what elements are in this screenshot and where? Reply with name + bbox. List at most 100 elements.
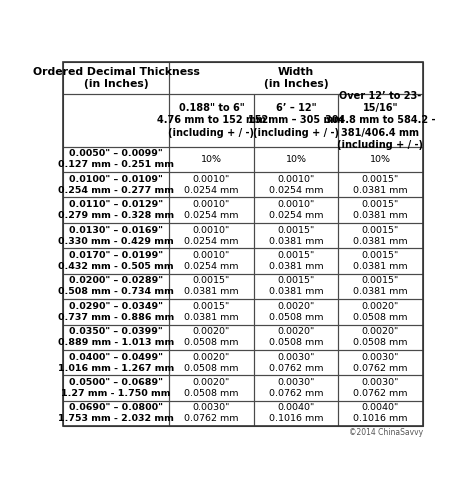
Bar xyxy=(169,273,254,299)
Text: 0.0020"
0.0508 mm: 0.0020" 0.0508 mm xyxy=(184,378,239,398)
Text: 0.0015"
0.0381 mm: 0.0015" 0.0381 mm xyxy=(353,251,408,271)
Bar xyxy=(254,401,338,426)
Bar xyxy=(169,94,254,147)
Bar xyxy=(63,172,169,197)
Bar xyxy=(169,350,254,375)
Bar xyxy=(338,147,423,172)
Text: 0.0010"
0.0254 mm: 0.0010" 0.0254 mm xyxy=(184,226,239,245)
Bar xyxy=(254,94,338,147)
Text: 10%: 10% xyxy=(285,155,307,164)
Bar xyxy=(254,350,338,375)
Bar xyxy=(254,248,338,273)
Bar xyxy=(338,248,423,273)
Text: 0.0020"
0.0508 mm: 0.0020" 0.0508 mm xyxy=(269,327,323,347)
Text: 0.0015"
0.0381 mm: 0.0015" 0.0381 mm xyxy=(353,200,408,220)
Text: 0.0500" – 0.0689"
1.27 mm - 1.750 mm: 0.0500" – 0.0689" 1.27 mm - 1.750 mm xyxy=(62,378,171,398)
Bar xyxy=(338,299,423,324)
Bar xyxy=(169,147,254,172)
Bar xyxy=(63,375,169,401)
Text: 0.0015"
0.0381 mm: 0.0015" 0.0381 mm xyxy=(353,175,408,195)
Bar xyxy=(169,375,254,401)
Text: 0.0015"
0.0381 mm: 0.0015" 0.0381 mm xyxy=(184,276,239,296)
Text: 10%: 10% xyxy=(370,155,391,164)
Bar xyxy=(338,375,423,401)
Text: 0.0010"
0.0254 mm: 0.0010" 0.0254 mm xyxy=(184,175,239,195)
Bar xyxy=(338,94,423,147)
Text: 0.0030"
0.0762 mm: 0.0030" 0.0762 mm xyxy=(353,378,408,398)
Bar xyxy=(338,223,423,248)
Text: 0.0020"
0.0508 mm: 0.0020" 0.0508 mm xyxy=(353,302,408,322)
Bar xyxy=(63,62,169,94)
Text: 0.0030"
0.0762 mm: 0.0030" 0.0762 mm xyxy=(269,352,323,373)
Bar xyxy=(338,273,423,299)
Text: 0.0020"
0.0508 mm: 0.0020" 0.0508 mm xyxy=(184,352,239,373)
Bar xyxy=(254,273,338,299)
Text: ©2014 ChinaSavvy: ©2014 ChinaSavvy xyxy=(348,428,423,437)
Text: 0.0400" – 0.0499"
1.016 mm - 1.267 mm: 0.0400" – 0.0499" 1.016 mm - 1.267 mm xyxy=(58,352,174,373)
Text: 10%: 10% xyxy=(201,155,222,164)
Text: 6’ – 12"
152mm – 305 mm
(including + / -): 6’ – 12" 152mm – 305 mm (including + / -… xyxy=(248,103,344,138)
Text: 0.0040"
0.1016 mm: 0.0040" 0.1016 mm xyxy=(353,403,408,424)
Text: 0.0130" – 0.0169"
0.330 mm - 0.429 mm: 0.0130" – 0.0169" 0.330 mm - 0.429 mm xyxy=(58,226,174,245)
Bar xyxy=(63,401,169,426)
Text: Width
(in Inches): Width (in Inches) xyxy=(264,67,328,90)
Bar xyxy=(169,401,254,426)
Bar xyxy=(169,299,254,324)
Bar xyxy=(338,197,423,223)
Text: 0.0040"
0.1016 mm: 0.0040" 0.1016 mm xyxy=(269,403,323,424)
Bar xyxy=(169,248,254,273)
Text: 0.0170" – 0.0199"
0.432 mm - 0.505 mm: 0.0170" – 0.0199" 0.432 mm - 0.505 mm xyxy=(58,251,174,271)
Bar xyxy=(63,299,169,324)
Bar xyxy=(338,350,423,375)
Bar xyxy=(254,172,338,197)
Text: 0.0010"
0.0254 mm: 0.0010" 0.0254 mm xyxy=(184,251,239,271)
Bar xyxy=(63,94,169,147)
Bar xyxy=(254,197,338,223)
Text: 0.0015"
0.0381 mm: 0.0015" 0.0381 mm xyxy=(184,302,239,322)
Text: Over 12’ to 23-
15/16"
304.8 mm to 584.2 -
381/406.4 mm
(including + / -): Over 12’ to 23- 15/16" 304.8 mm to 584.2… xyxy=(325,91,436,150)
Text: 0.0030"
0.0762 mm: 0.0030" 0.0762 mm xyxy=(269,378,323,398)
Bar xyxy=(63,273,169,299)
Text: 0.0020"
0.0508 mm: 0.0020" 0.0508 mm xyxy=(269,302,323,322)
Bar xyxy=(169,324,254,350)
Bar xyxy=(169,62,423,94)
Text: 0.0010"
0.0254 mm: 0.0010" 0.0254 mm xyxy=(184,200,239,220)
Text: 0.0030"
0.0762 mm: 0.0030" 0.0762 mm xyxy=(353,352,408,373)
Bar xyxy=(63,248,169,273)
Text: 0.0020"
0.0508 mm: 0.0020" 0.0508 mm xyxy=(184,327,239,347)
Text: 0.0010"
0.0254 mm: 0.0010" 0.0254 mm xyxy=(269,175,323,195)
Bar xyxy=(254,147,338,172)
Text: 0.0350" – 0.0399"
0.889 mm - 1.013 mm: 0.0350" – 0.0399" 0.889 mm - 1.013 mm xyxy=(58,327,174,347)
Text: 0.0015"
0.0381 mm: 0.0015" 0.0381 mm xyxy=(353,226,408,245)
Bar xyxy=(169,197,254,223)
Bar xyxy=(254,324,338,350)
Bar xyxy=(63,147,169,172)
Bar xyxy=(63,223,169,248)
Bar xyxy=(254,223,338,248)
Bar xyxy=(169,172,254,197)
Bar xyxy=(63,324,169,350)
Text: 0.0050" – 0.0099"
0.127 mm - 0.251 mm: 0.0050" – 0.0099" 0.127 mm - 0.251 mm xyxy=(58,149,174,169)
Text: 0.0290" – 0.0349"
0.737 mm - 0.886 mm: 0.0290" – 0.0349" 0.737 mm - 0.886 mm xyxy=(58,302,174,322)
Text: 0.0015"
0.0381 mm: 0.0015" 0.0381 mm xyxy=(269,251,323,271)
Text: 0.0020"
0.0508 mm: 0.0020" 0.0508 mm xyxy=(353,327,408,347)
Text: 0.0690" – 0.0800"
1.753 mm - 2.032 mm: 0.0690" – 0.0800" 1.753 mm - 2.032 mm xyxy=(58,403,174,424)
Text: Ordered Decimal Thickness
(in Inches): Ordered Decimal Thickness (in Inches) xyxy=(33,67,200,90)
Bar xyxy=(254,299,338,324)
Bar xyxy=(338,324,423,350)
Bar xyxy=(63,197,169,223)
Bar xyxy=(63,350,169,375)
Text: 0.0015"
0.0381 mm: 0.0015" 0.0381 mm xyxy=(269,276,323,296)
Text: 0.0010"
0.0254 mm: 0.0010" 0.0254 mm xyxy=(269,200,323,220)
Text: 0.188" to 6"
4.76 mm to 152 mm
(including + / -): 0.188" to 6" 4.76 mm to 152 mm (includin… xyxy=(157,103,266,138)
Bar xyxy=(254,375,338,401)
Text: 0.0015"
0.0381 mm: 0.0015" 0.0381 mm xyxy=(269,226,323,245)
Text: 0.0200" – 0.0289"
0.508 mm - 0.734 mm: 0.0200" – 0.0289" 0.508 mm - 0.734 mm xyxy=(58,276,174,296)
Bar xyxy=(338,401,423,426)
Text: 0.0110" – 0.0129"
0.279 mm - 0.328 mm: 0.0110" – 0.0129" 0.279 mm - 0.328 mm xyxy=(58,200,174,220)
Bar xyxy=(338,172,423,197)
Text: 0.0100" – 0.0109"
0.254 mm - 0.277 mm: 0.0100" – 0.0109" 0.254 mm - 0.277 mm xyxy=(58,175,174,195)
Text: 0.0015"
0.0381 mm: 0.0015" 0.0381 mm xyxy=(353,276,408,296)
Bar xyxy=(169,223,254,248)
Text: 0.0030"
0.0762 mm: 0.0030" 0.0762 mm xyxy=(184,403,239,424)
